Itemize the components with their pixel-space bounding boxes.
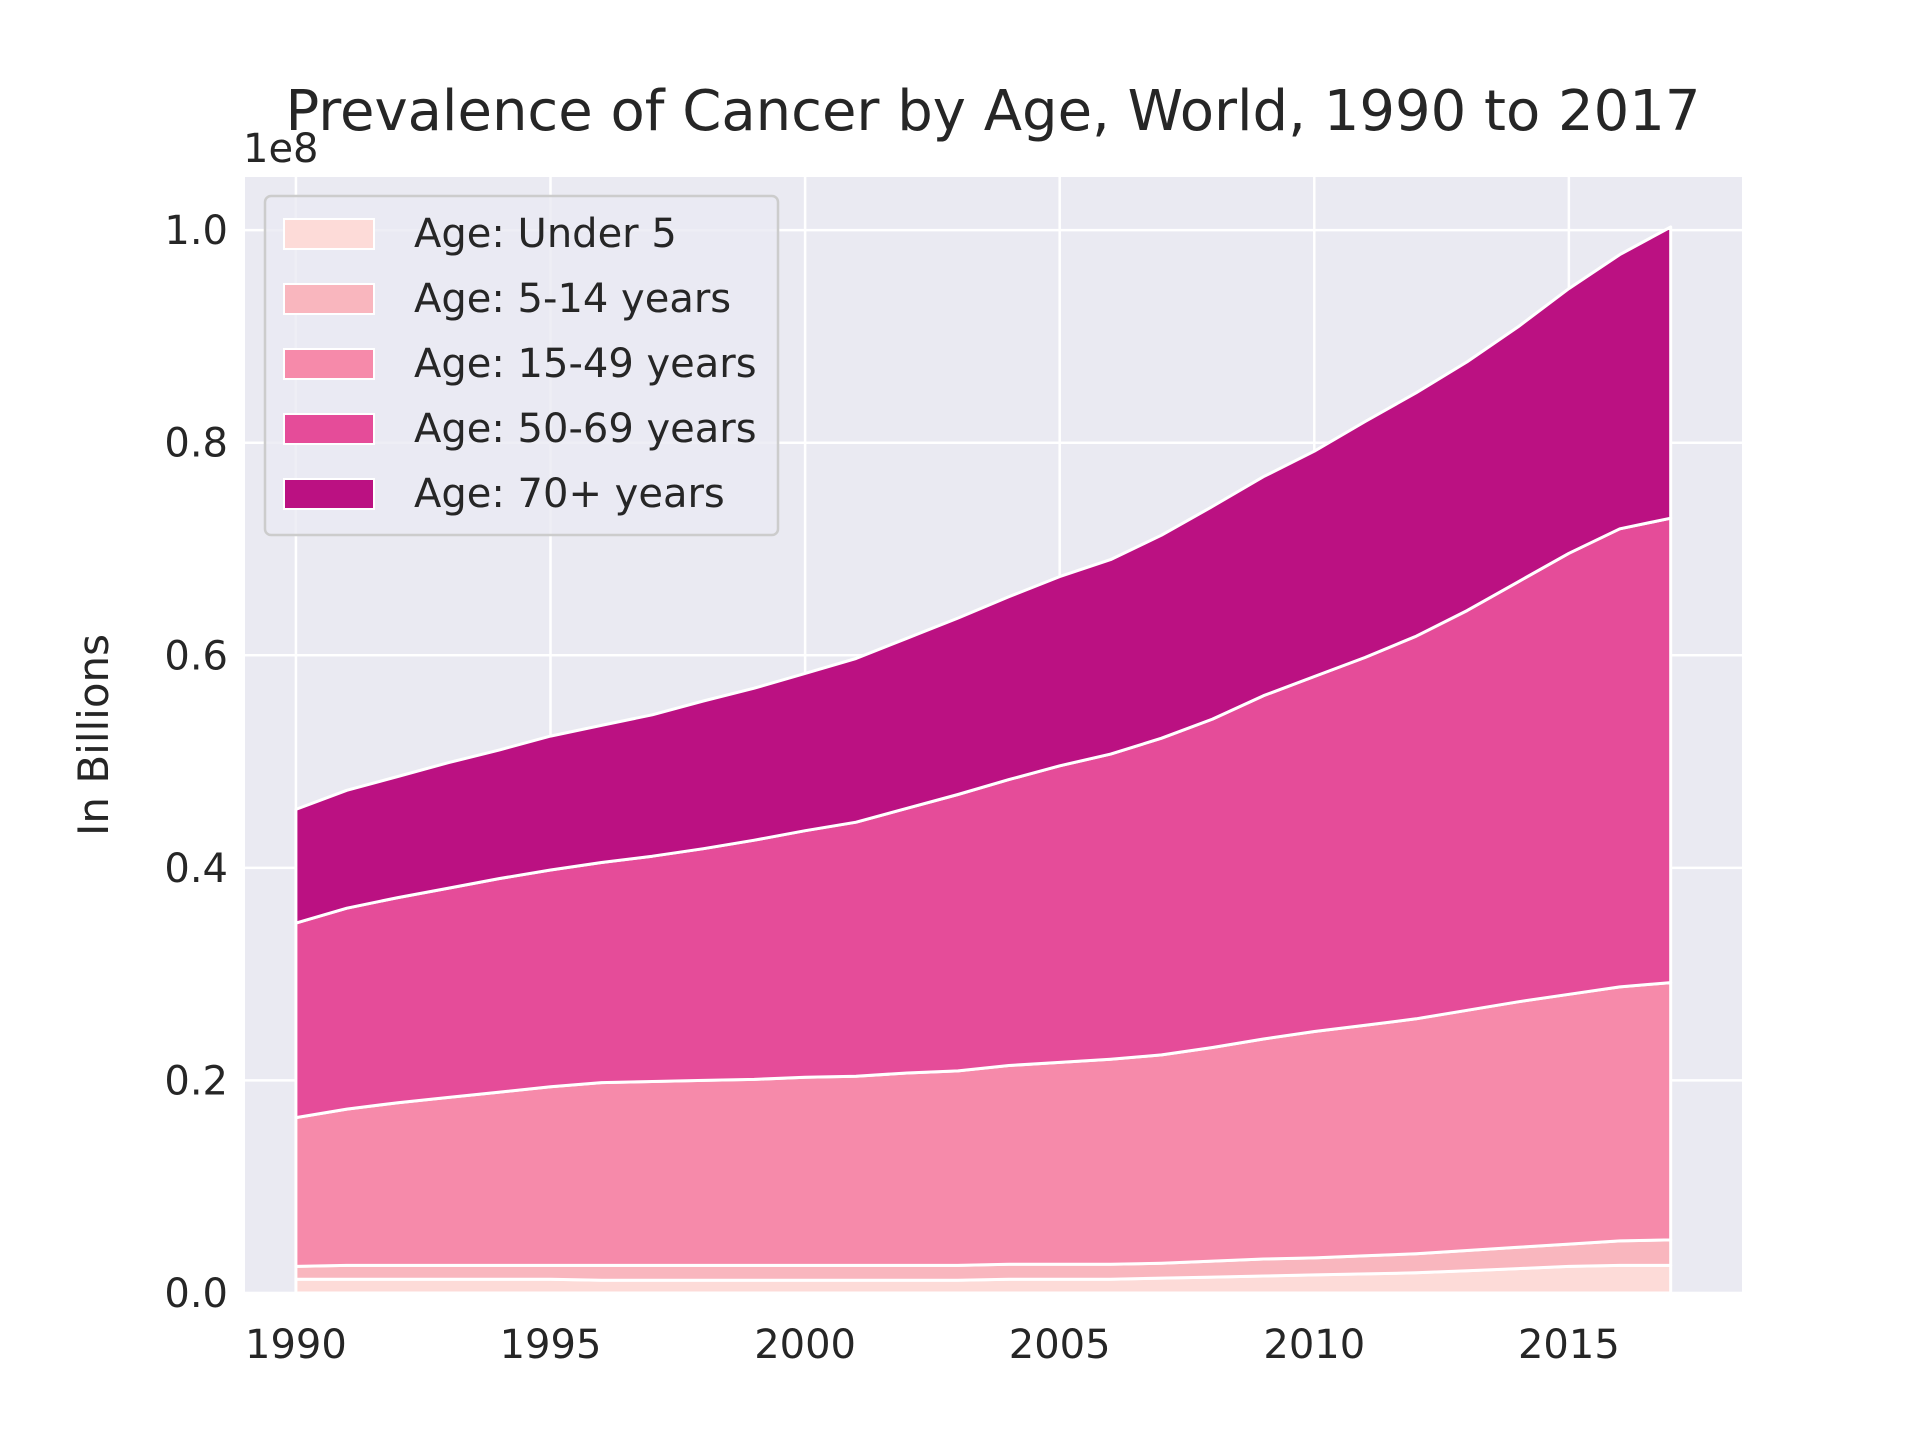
legend-swatch xyxy=(283,348,375,380)
y-offset-label: 1e8 xyxy=(243,126,319,172)
legend-label: Age: 70+ years xyxy=(414,471,725,517)
x-tick-label: 1990 xyxy=(245,1322,347,1368)
y-tick-label: 0.4 xyxy=(164,846,228,892)
x-tick-label: 2005 xyxy=(1009,1322,1111,1368)
x-tick-label: 2015 xyxy=(1518,1322,1620,1368)
x-axis-ticks: 1990 1995 2000 2005 2010 2015 xyxy=(245,1322,1620,1368)
x-tick-label: 1995 xyxy=(500,1322,602,1368)
x-tick-label: 2010 xyxy=(1263,1322,1365,1368)
legend-swatch xyxy=(283,283,375,315)
legend-swatch xyxy=(283,478,375,510)
legend-label: Age: 15-49 years xyxy=(414,341,757,387)
legend-swatch xyxy=(283,413,375,445)
legend-label: Age: 5-14 years xyxy=(414,276,731,322)
area-series-5 xyxy=(294,225,1673,925)
y-tick-label: 0.0 xyxy=(164,1271,228,1317)
legend-swatch xyxy=(283,218,375,250)
x-tick-label: 2000 xyxy=(754,1322,856,1368)
y-tick-label: 0.8 xyxy=(164,421,228,467)
y-axis-ticks: 0.0 0.2 0.4 0.6 0.8 1.0 xyxy=(164,208,228,1317)
legend-box xyxy=(263,194,780,537)
chart-title: Prevalence of Cancer by Age, World, 1990… xyxy=(285,79,1700,144)
y-axis-label: In Billions xyxy=(69,634,118,836)
legend: Age: Under 5 Age: 5-14 years Age: 15-49 ye… xyxy=(263,194,780,537)
y-tick-label: 1.0 xyxy=(164,208,228,254)
y-tick-label: 0.2 xyxy=(164,1058,228,1104)
y-tick-label: 0.6 xyxy=(164,633,228,679)
legend-label: Age: Under 5 xyxy=(414,211,677,257)
legend-label: Age: 50-69 years xyxy=(414,406,757,452)
stacked-areas xyxy=(294,225,1673,1295)
